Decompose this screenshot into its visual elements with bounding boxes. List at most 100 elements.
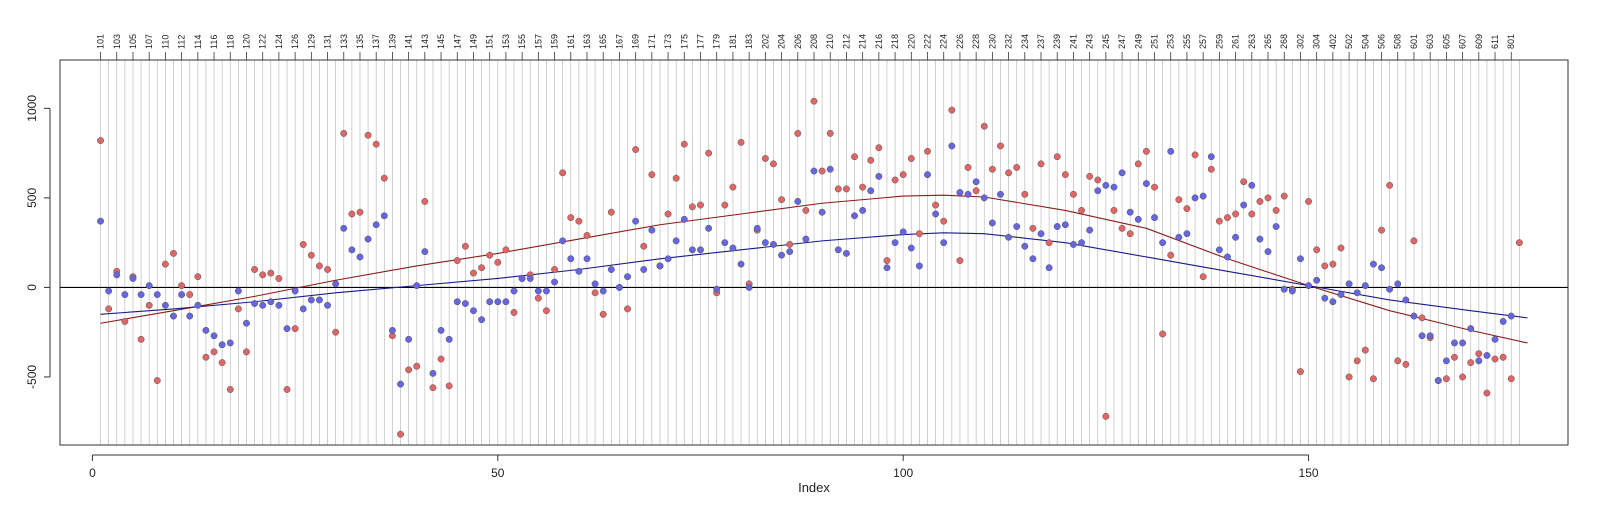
red-data-point [997, 142, 1004, 150]
red-data-point [186, 291, 194, 299]
red-data-point [1467, 359, 1475, 367]
red-data-point [437, 355, 445, 363]
red-data-point [705, 149, 713, 157]
x-tick-label: 50 [491, 466, 505, 480]
red-data-point [1475, 350, 1483, 358]
red-data-point [899, 171, 907, 179]
top-index-label: 402 [1328, 34, 1338, 49]
top-index-label: 304 [1312, 34, 1322, 49]
blue-data-point [1402, 296, 1410, 304]
blue-data-point [518, 275, 526, 282]
top-index-label: 243 [1085, 34, 1095, 49]
red-data-point [1394, 357, 1402, 365]
y-tick-label: 0 [25, 284, 39, 291]
red-data-point [1053, 153, 1061, 161]
blue-data-point [794, 198, 802, 205]
top-index-label: 169 [631, 34, 641, 49]
top-index-label: 153 [501, 34, 511, 49]
blue-data-point [1386, 285, 1394, 293]
blue-data-point [1451, 339, 1458, 347]
red-data-point [1386, 181, 1394, 189]
blue-data-point [1305, 282, 1313, 290]
red-data-point [551, 266, 559, 273]
red-data-point [907, 155, 915, 162]
top-index-label: 504 [1360, 34, 1370, 49]
red-data-point [1353, 357, 1361, 365]
blue-data-point [891, 239, 899, 247]
top-index-label: 224 [939, 34, 949, 49]
top-index-label: 120 [241, 34, 251, 49]
red-data-point [324, 266, 331, 273]
top-index-label: 161 [566, 34, 576, 49]
blue-data-point [1272, 223, 1280, 230]
top-index-label: 103 [112, 34, 122, 49]
red-data-point [1037, 160, 1045, 168]
red-data-point [1256, 198, 1264, 205]
top-index-label: 508 [1393, 34, 1403, 49]
red-data-point [1013, 163, 1021, 171]
red-data-point [1086, 172, 1094, 180]
blue-data-point [680, 215, 688, 223]
blue-data-point [1102, 181, 1110, 189]
blue-data-point [1013, 223, 1021, 230]
blue-data-point [786, 248, 794, 256]
top-index-label: 259 [1214, 34, 1224, 49]
top-index-label: 261 [1231, 34, 1241, 49]
blue-data-point [1045, 264, 1053, 272]
top-index-label: 222 [923, 34, 933, 49]
blue-data-point [234, 287, 242, 295]
blue-data-point [1183, 230, 1191, 238]
top-index-label: 157 [533, 34, 543, 49]
red-data-point [786, 240, 794, 248]
red-data-point [494, 258, 502, 266]
top-index-label: 265 [1263, 34, 1273, 49]
red-data-point [121, 317, 129, 325]
blue-data-point [1394, 280, 1402, 288]
blue-data-point [705, 224, 713, 232]
blue-data-point [1069, 240, 1077, 248]
blue-data-point [624, 273, 631, 281]
red-data-point [1102, 412, 1110, 420]
top-index-label: 212 [841, 34, 851, 49]
blue-data-point [940, 239, 948, 247]
top-index-label: 249 [1133, 34, 1143, 49]
blue-data-point [1321, 294, 1329, 302]
blue-data-point [218, 341, 226, 349]
red-data-point [915, 230, 923, 238]
red-data-point [1069, 190, 1077, 198]
red-data-point [1442, 375, 1450, 383]
top-index-label: 206 [793, 34, 803, 49]
top-index-label: 137 [371, 34, 381, 49]
red-data-point [283, 386, 291, 393]
blue-data-point [267, 298, 275, 306]
red-data-point [218, 359, 226, 367]
red-data-point [1337, 244, 1345, 252]
red-data-point [567, 214, 575, 222]
blue-data-point [1053, 223, 1061, 230]
blue-data-point [275, 301, 283, 309]
blue-data-point [259, 301, 267, 309]
red-data-point [275, 275, 283, 282]
red-data-point [510, 309, 518, 316]
blue-data-point [988, 219, 996, 227]
red-data-point [486, 251, 494, 259]
red-data-point [1175, 196, 1183, 204]
blue-data-point [721, 239, 729, 247]
red-data-point [1232, 210, 1240, 218]
blue-data-point [1240, 201, 1248, 209]
red-data-point [1215, 217, 1223, 225]
red-data-point [259, 271, 267, 279]
red-data-point [1240, 178, 1248, 186]
red-data-point [1402, 360, 1410, 368]
blue-data-point [1483, 352, 1491, 359]
blue-data-point [1086, 226, 1094, 234]
red-data-point [405, 366, 413, 374]
blue-data-point [664, 255, 672, 263]
blue-data-point [1167, 147, 1175, 155]
blue-data-point [380, 212, 388, 220]
red-data-point [826, 129, 834, 137]
top-index-label: 177 [695, 34, 705, 49]
top-index-label: 181 [728, 34, 738, 49]
red-data-point [640, 242, 648, 250]
top-index-label: 263 [1247, 34, 1257, 49]
